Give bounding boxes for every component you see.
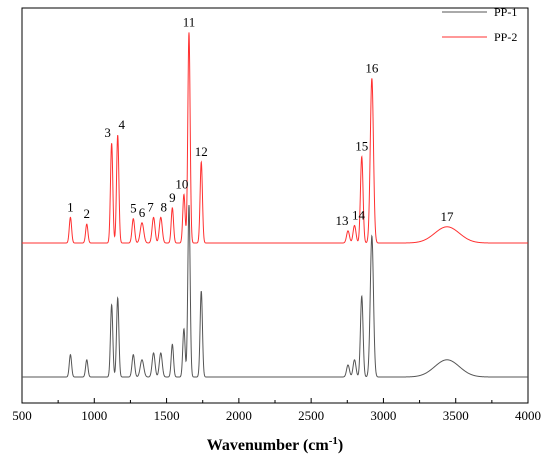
x-tick-label: 3500 [443,408,469,423]
series-line-pp-2 [22,32,528,244]
peak-label-1: 1 [67,199,74,214]
peak-label-2: 2 [84,206,91,221]
x-tick-label: 1500 [154,408,180,423]
peak-label-10: 10 [175,176,188,191]
peak-label-7: 7 [147,199,154,214]
peak-label-9: 9 [169,190,176,205]
peak-label-8: 8 [161,199,168,214]
x-tick-label: 2500 [298,408,324,423]
x-axis-title-close: ) [338,437,343,454]
peak-label-4: 4 [118,117,125,132]
peak-label-17: 17 [441,209,455,224]
x-axis-title: Wavenumber (cm-1) [207,435,343,454]
x-tick-label: 2000 [226,408,252,423]
peak-label-13: 13 [336,213,349,228]
x-tick-label: 1000 [81,408,107,423]
peak-label-14: 14 [352,207,366,222]
x-axis-title-main: Wavenumber (cm [207,437,330,454]
series-layer [22,32,528,378]
peak-label-11: 11 [183,14,196,29]
peak-label-12: 12 [195,144,208,159]
plot-frame [21,7,529,404]
peak-label-6: 6 [139,205,146,220]
plot-border [21,7,529,404]
x-axis-title-sup: -1 [329,435,338,447]
x-axis: 500 1000 1500 2000 2500 3000 3500 4000 [12,398,541,423]
series-line-pp-1 [22,204,528,378]
legend: PP-1 PP-2 [442,5,517,44]
legend-label-pp-2: PP-2 [494,30,517,44]
x-tick-label: 3000 [370,408,396,423]
peak-label-5: 5 [130,201,137,216]
x-tick-label: 4000 [515,408,541,423]
x-tick-label: 500 [12,408,32,423]
legend-label-pp-1: PP-1 [494,5,517,19]
peak-label-3: 3 [104,125,111,140]
peak-label-16: 16 [365,60,379,75]
peak-label-15: 15 [355,139,368,154]
